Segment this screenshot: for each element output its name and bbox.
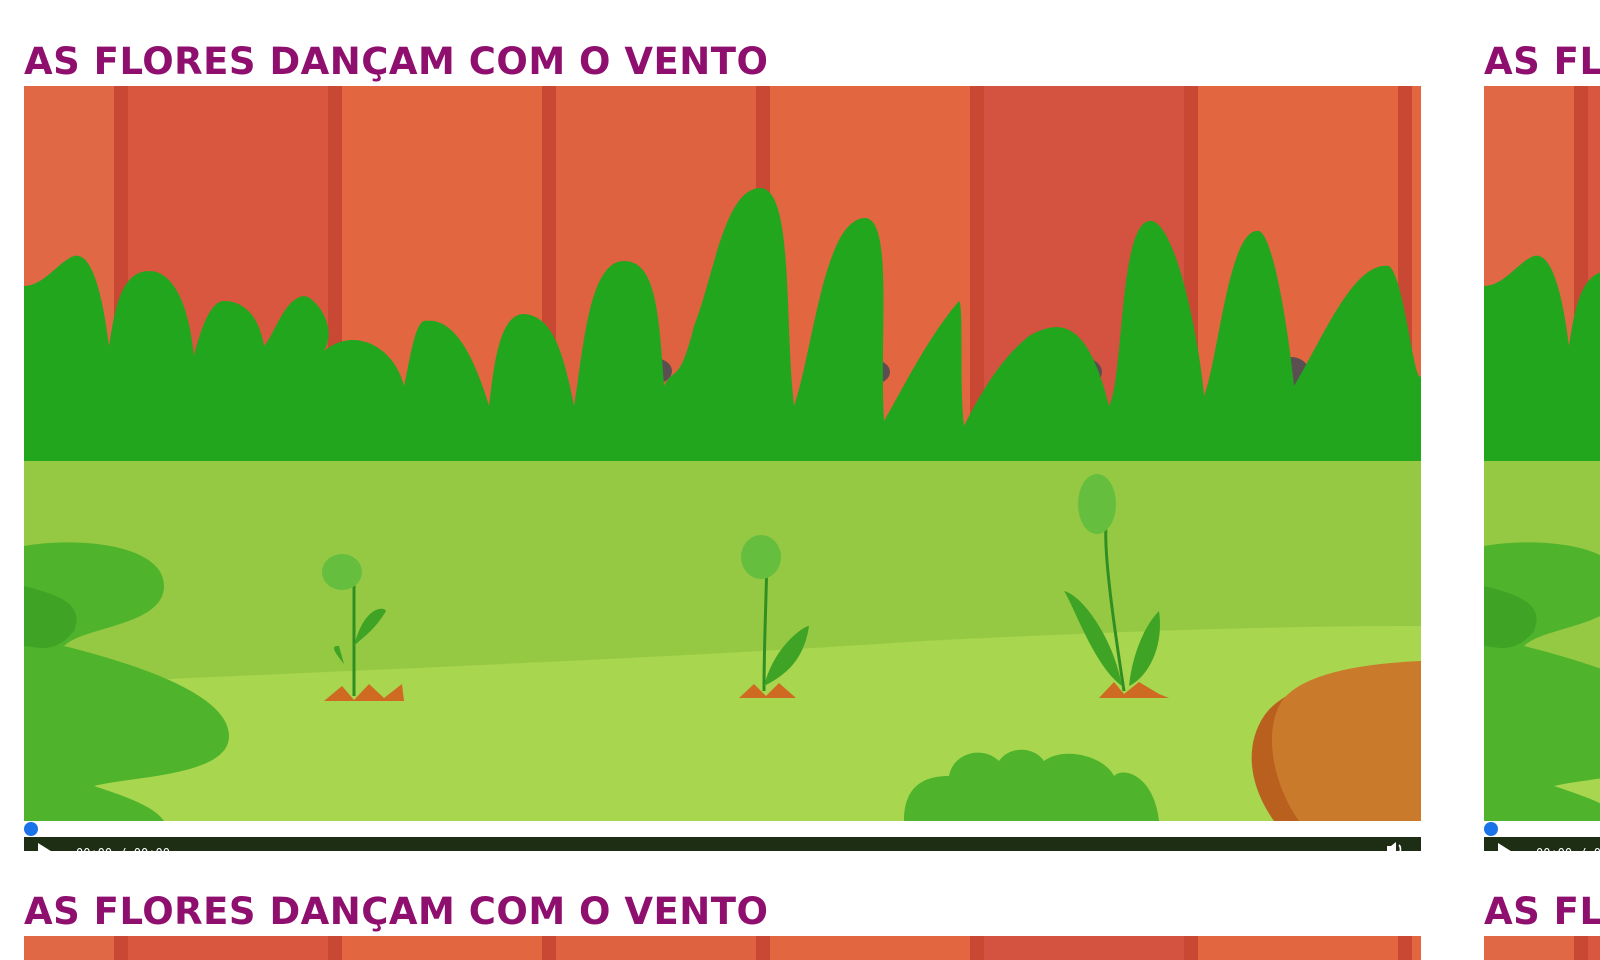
video-progress-bar[interactable] bbox=[24, 822, 1421, 836]
video-title: AS FLORES DANÇAM COM O VENTO bbox=[1484, 40, 1600, 83]
volume-icon[interactable] bbox=[1385, 841, 1405, 851]
progress-handle-icon[interactable] bbox=[24, 822, 38, 836]
video-controls: 00:00 / 00:00 bbox=[1484, 837, 1600, 851]
video-player[interactable] bbox=[24, 86, 1421, 821]
play-icon[interactable] bbox=[38, 843, 54, 851]
video-progress-bar[interactable] bbox=[1484, 822, 1600, 836]
video-card-clipped: AS FLORES DANÇAM COM O VENTO bbox=[24, 890, 1421, 960]
video-player[interactable] bbox=[1484, 936, 1600, 960]
video-player[interactable] bbox=[1484, 86, 1600, 821]
time-display: 00:00 / 00:00 bbox=[1536, 846, 1600, 851]
play-icon[interactable] bbox=[1498, 843, 1514, 851]
video-frame bbox=[24, 936, 1421, 960]
video-title: AS FLORES DANÇAM COM O VENTO bbox=[24, 890, 769, 933]
video-title: AS FLORES DANÇAM COM O VENTO bbox=[24, 40, 769, 83]
video-card: AS FLORES DANÇAM COM O VENTO 00:00 / 00:… bbox=[24, 40, 1421, 852]
video-frame bbox=[24, 86, 1421, 821]
time-display: 00:00 / 00:00 bbox=[76, 846, 170, 851]
video-frame bbox=[1484, 86, 1600, 821]
video-controls: 00:00 / 00:00 bbox=[24, 837, 1421, 851]
video-title: AS FLORES DANÇAM COM O VENTO bbox=[1484, 890, 1600, 933]
video-card-clipped: AS FLORES DANÇAM COM O VENTO 00:00 / 00:… bbox=[1484, 40, 1600, 852]
video-player[interactable] bbox=[24, 936, 1421, 960]
progress-handle-icon[interactable] bbox=[1484, 822, 1498, 836]
video-card-clipped: AS FLORES DANÇAM COM O VENTO bbox=[1484, 890, 1600, 960]
video-frame bbox=[1484, 936, 1600, 960]
